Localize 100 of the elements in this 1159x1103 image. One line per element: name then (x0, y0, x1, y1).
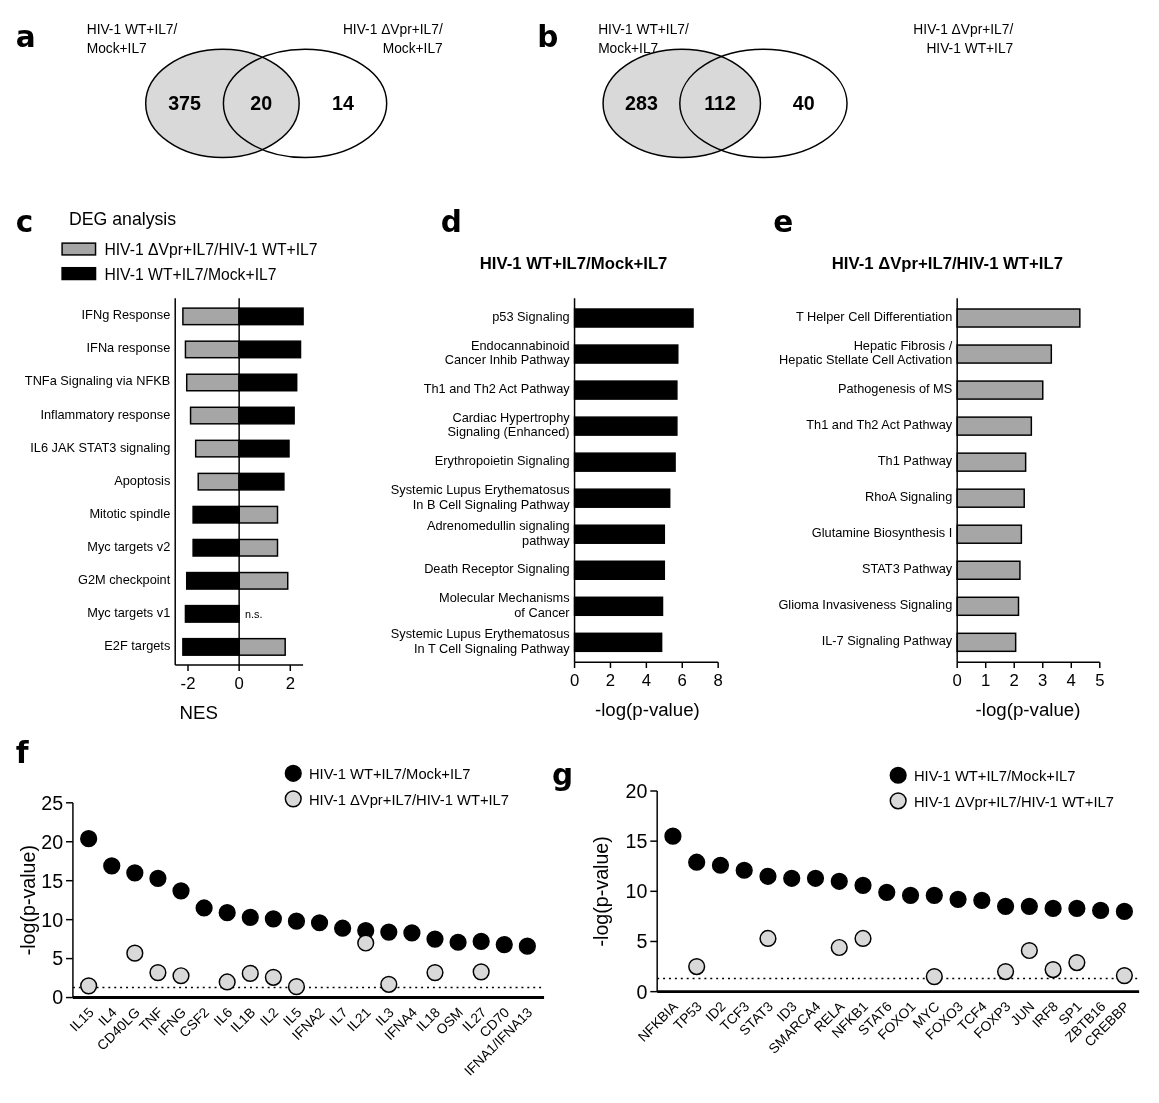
y-tick-label: 5 (636, 930, 648, 953)
point (664, 827, 682, 845)
category-label: HIV-1 ΔVpr+IL7/Mock+IL7 (342, 21, 443, 57)
point (1044, 899, 1062, 917)
y-tick-label: Glioma Invasiveness Signaling (778, 597, 953, 613)
y-axis-title: -log(p-value) (590, 836, 613, 947)
x-tick-label: -2 (180, 673, 196, 693)
point (711, 856, 730, 874)
point (925, 967, 943, 986)
y-tick-label: Systemic Lupus Erythematosus In T Cell Signaling Pathway (390, 626, 571, 657)
y-tick-label: 0 (636, 980, 648, 1003)
point (310, 914, 329, 932)
text: f (15, 736, 30, 771)
y-tick-label: Mitotic spindle (89, 506, 171, 522)
data-label: 14 (331, 92, 354, 115)
point (195, 899, 213, 917)
y-tick-label: Endocannabinoid Cancer Inhib Pathway (444, 338, 571, 368)
data-label: 375 (168, 92, 202, 115)
point (149, 964, 167, 982)
y-tick-label: p53 Signaling (492, 309, 570, 325)
x-axis-title: -log(p-value) (975, 699, 1081, 721)
point (334, 919, 352, 937)
y-tick-label: Pathogenesis of MS (838, 381, 953, 397)
x-axis-title: NES (179, 702, 219, 724)
y-tick-label: 5 (52, 947, 64, 970)
legend-label: HIV-1 WT+IL7/Mock+IL7 (308, 766, 471, 783)
point (172, 967, 190, 985)
point (472, 963, 490, 981)
point (806, 869, 825, 887)
x-tick-label: 4 (641, 670, 652, 690)
y-tick-label: Myc targets v1 (87, 605, 171, 621)
point (495, 935, 513, 954)
y-tick-label: Erythropoietin Signaling (434, 453, 570, 469)
y-tick-label: Th1 and Th2 Act Pathway (806, 417, 953, 433)
point (759, 929, 777, 948)
y-tick-label: TNFa Signaling via NFKB (24, 373, 171, 389)
point (1044, 960, 1062, 979)
text: g (551, 758, 574, 793)
point (925, 886, 943, 904)
category-label: HIV-1 WT+IL7/Mock+IL7 (598, 21, 689, 57)
point (518, 937, 536, 955)
data-label: 20 (250, 92, 273, 115)
x-axis-title: -log(p-value) (594, 699, 700, 721)
category-label: HIV-1 WT+IL7/Mock+IL7 (86, 21, 178, 57)
data-label: 283 (625, 92, 658, 115)
point (854, 876, 872, 894)
chart-title: HIV-1 WT+IL7/Mock+IL7 (479, 253, 668, 273)
y-tick-label: Glutamine Biosynthesis I (811, 525, 953, 541)
point (1068, 899, 1086, 917)
point (241, 964, 259, 983)
point (126, 864, 144, 882)
point (878, 883, 896, 901)
point (830, 872, 848, 890)
point (426, 930, 444, 948)
point (901, 886, 920, 904)
text: d (440, 205, 462, 240)
point (380, 923, 398, 941)
y-tick-label: RhoA Signaling (864, 489, 953, 505)
y-tick-label: Apoptosis (114, 473, 171, 489)
point (403, 924, 421, 942)
point (287, 978, 306, 996)
legend-title: DEG analysis (68, 209, 177, 230)
point (264, 968, 282, 986)
x-tick-label: 4 (1066, 670, 1076, 690)
point (172, 882, 190, 900)
y-tick-label: 10 (41, 908, 64, 931)
y-tick-label: Th1 Pathway (877, 453, 953, 469)
y-tick-label: 20 (625, 779, 648, 802)
point (149, 869, 167, 887)
point (996, 962, 1015, 981)
y-tick-label: 20 (41, 830, 64, 853)
point (688, 853, 706, 871)
y-axis-title: -log(p-value) (16, 845, 39, 956)
point (449, 933, 467, 951)
y-tick-label: E2F targets (104, 638, 171, 654)
data-label: 40 (792, 92, 815, 115)
point (103, 857, 121, 875)
y-tick-label: Death Receptor Signaling (424, 561, 570, 577)
point (218, 904, 236, 922)
legend-label: HIV-1 WT+IL7/Mock+IL7 (913, 768, 1076, 785)
x-tick-label: 2 (605, 670, 616, 690)
point (357, 934, 375, 952)
y-tick-label: IL6 JAK STAT3 signaling (30, 439, 171, 455)
point (264, 910, 282, 928)
x-tick-label: 0 (234, 673, 244, 693)
point (287, 912, 306, 930)
text: b (537, 20, 559, 55)
legend-label: HIV-1 WT+IL7/Mock+IL7 (104, 265, 277, 283)
text: a (15, 20, 36, 55)
point (1092, 901, 1110, 919)
legend-label: HIV-1 ΔVpr+IL7/HIV-1 WT+IL7 (308, 791, 510, 808)
y-tick-label: Th1 and Th2 Act Pathway (423, 381, 571, 397)
x-tick-label: 1 (981, 670, 991, 690)
x-tick-label: 8 (713, 670, 723, 690)
y-tick-label: Adrenomedullin signaling pathway (426, 518, 571, 548)
point (80, 830, 98, 848)
y-tick-label: Systemic Lupus Erythematosus In B Cell Signaling Pathway (390, 482, 571, 512)
y-tick-label: G2M checkpoint (78, 572, 171, 588)
point (1115, 966, 1133, 985)
point (735, 861, 753, 879)
